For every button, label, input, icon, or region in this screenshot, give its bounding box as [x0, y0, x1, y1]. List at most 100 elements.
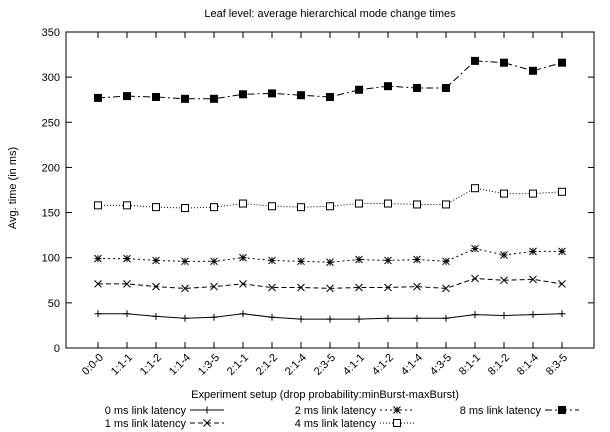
data-point [152, 256, 160, 265]
x-axis-label: Experiment setup (drop probability:minBu… [191, 389, 459, 401]
data-point [123, 254, 131, 263]
data-point [239, 199, 247, 208]
data-point [94, 280, 102, 288]
data-point [181, 204, 189, 213]
data-point [558, 247, 566, 256]
y-tick-label: 150 [42, 208, 60, 220]
series-1 [94, 274, 566, 293]
legend-entry: 8 ms link latency [460, 405, 579, 417]
data-point [203, 419, 211, 427]
data-point [152, 282, 160, 291]
data-point [471, 244, 479, 253]
y-tick-label: 200 [42, 162, 60, 174]
x-tick-label: 8:1-2 [486, 352, 512, 378]
data-point [500, 189, 508, 198]
data-point [413, 255, 421, 264]
x-tick-label: 2:1-4 [283, 352, 309, 378]
data-point [558, 406, 566, 414]
x-tick-label: 4:1-2 [370, 352, 396, 378]
data-point [558, 280, 566, 288]
data-point [268, 89, 276, 98]
legend-label: 0 ms link latency [105, 405, 187, 417]
y-axis: 0 50 100 150 200 250 300 350 [42, 27, 594, 355]
legend-label: 8 ms link latency [460, 405, 542, 417]
data-point [393, 406, 401, 414]
data-point [529, 275, 537, 284]
data-point [384, 283, 392, 292]
x-tick-label: 4:1-1 [341, 352, 367, 378]
data-point [500, 58, 508, 67]
data-point [471, 184, 479, 193]
data-point [384, 256, 392, 265]
data-point [326, 284, 334, 293]
data-point [413, 282, 421, 291]
series-line [98, 248, 562, 263]
data-point [123, 201, 131, 210]
data-point [268, 202, 276, 211]
y-tick-label: 0 [54, 343, 60, 355]
x-tick-label: 1:3-5 [196, 352, 222, 378]
legend-entry: 4 ms link latency [295, 418, 414, 430]
x-tick-label: 8:1-1 [457, 352, 483, 378]
data-point [326, 315, 334, 323]
chart-title: Leaf level: average hierarchical mode ch… [204, 8, 456, 20]
data-point [413, 314, 421, 322]
data-point [413, 83, 421, 92]
data-point [210, 94, 218, 103]
series-line [98, 277, 563, 289]
series-layer [94, 56, 566, 323]
data-point [297, 315, 305, 323]
x-tick-label: 2:3-5 [312, 352, 338, 378]
data-point [529, 66, 537, 75]
data-point [181, 284, 189, 293]
data-point [355, 315, 363, 323]
data-point [355, 283, 363, 292]
data-point [558, 187, 566, 196]
data-point [94, 310, 102, 318]
data-point [94, 93, 102, 102]
data-point [297, 91, 305, 100]
data-point [239, 280, 247, 288]
data-point [529, 311, 537, 319]
data-point [393, 419, 401, 427]
series-3 [94, 184, 566, 213]
data-point [210, 257, 218, 266]
data-point [442, 257, 450, 266]
data-point [442, 314, 450, 322]
data-point [181, 94, 189, 103]
data-point [123, 92, 131, 101]
data-point [152, 93, 160, 102]
data-point [529, 189, 537, 198]
data-point [239, 253, 247, 262]
data-point [297, 203, 305, 212]
data-point [500, 311, 508, 319]
legend-entry: 1 ms link latency [105, 418, 224, 430]
data-point [268, 283, 276, 292]
data-point [355, 85, 363, 94]
data-point [471, 56, 479, 65]
x-tick-label: 4:1-4 [399, 352, 425, 378]
x-tick-label: 8:1-4 [515, 352, 541, 378]
data-point [123, 310, 131, 318]
x-tick-label: 2:1-1 [225, 352, 251, 378]
data-point [210, 203, 218, 212]
data-point [94, 254, 102, 263]
data-point [500, 276, 508, 285]
data-point [355, 199, 363, 208]
data-point [181, 257, 189, 266]
data-point [326, 258, 334, 267]
data-point [123, 280, 131, 288]
data-point [152, 312, 160, 320]
data-point [326, 202, 334, 211]
data-point [326, 93, 334, 102]
series-0 [94, 310, 566, 323]
data-point [558, 58, 566, 67]
data-point [239, 90, 247, 99]
x-tick-label: 1:1-2 [138, 352, 164, 378]
x-tick-label: 1:1-4 [167, 352, 193, 378]
legend-entry: 2 ms link latency [295, 405, 414, 417]
data-point [297, 257, 305, 266]
x-tick-label: 8:3-5 [544, 352, 570, 378]
